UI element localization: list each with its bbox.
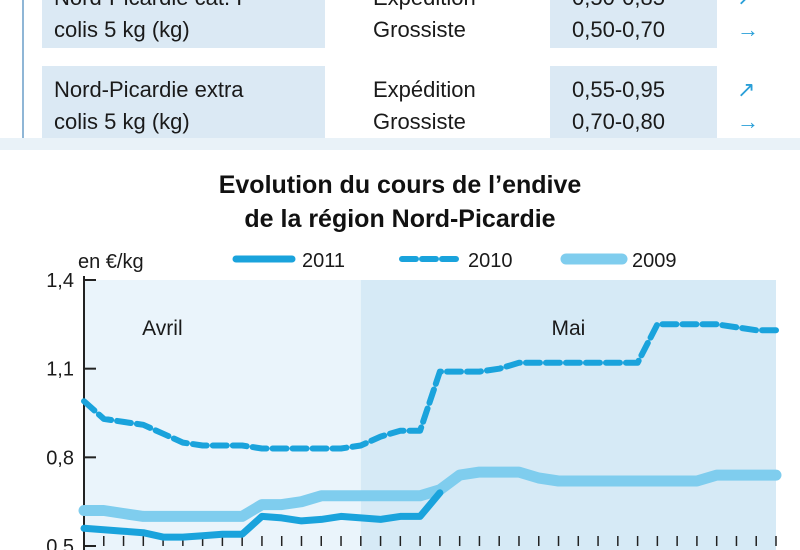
trend-cell: ↗ → <box>717 0 777 48</box>
series-line-2011 <box>80 489 444 541</box>
series-lines <box>78 321 782 541</box>
market-line: Expédition <box>373 0 550 14</box>
y-tick-label: 0,5 <box>46 536 74 550</box>
price-cell: 0,55-0,95 0,70-0,80 <box>550 66 717 138</box>
price-value: 0,50-0,85 <box>572 0 717 14</box>
period-band <box>84 280 361 550</box>
table-row: Nord-Picardie extra colis 5 kg (kg) Expé… <box>42 66 777 138</box>
product-line: Nord-Picardie cat. I <box>54 0 325 14</box>
series-line-2009 <box>78 466 782 522</box>
chart-title-line: Evolution du cours de l’endive <box>218 171 582 199</box>
period-label: Mai <box>551 317 585 340</box>
table-row: Nord-Picardie cat. I colis 5 kg (kg) Exp… <box>42 0 777 48</box>
market-line: Grossiste <box>373 17 466 42</box>
product-line: colis 5 kg (kg) <box>54 109 190 134</box>
price-value: 0,70-0,80 <box>572 109 665 134</box>
market-line: Expédition <box>373 77 476 102</box>
trend-flat-arrow-icon: → <box>737 17 759 42</box>
trend-flat-arrow-icon: → <box>737 109 759 134</box>
price-value: 0,55-0,95 <box>572 77 665 102</box>
trend-cell: ↗ → <box>717 66 777 138</box>
price-table: Nord-Picardie cat. I colis 5 kg (kg) Exp… <box>0 0 800 138</box>
y-tick-label: 0,8 <box>46 447 74 469</box>
legend: 2011 2010 2009 <box>232 250 677 272</box>
price-value: 0,50-0,70 <box>572 17 665 42</box>
product-cell: Nord-Picardie extra colis 5 kg (kg) <box>42 66 325 138</box>
legend-label: 2011 <box>302 250 345 272</box>
legend-label: 2010 <box>468 250 513 272</box>
y-axis-label: en €/kg <box>78 251 144 273</box>
period-label: Avril <box>142 317 182 340</box>
trend-up-arrow-icon: ↗ <box>737 77 756 102</box>
series-line-2010 <box>81 321 779 452</box>
trend-up-arrow-icon: ↗ <box>737 0 777 14</box>
legend-label: 2009 <box>632 250 677 272</box>
market-cell: Expédition Grossiste <box>325 66 550 138</box>
y-tick-label: 1,1 <box>46 359 74 381</box>
product-cell: Nord-Picardie cat. I colis 5 kg (kg) <box>42 0 325 48</box>
price-cell: 0,50-0,85 0,50-0,70 <box>550 0 717 48</box>
chart-title: Evolution du cours de l’endive de la rég… <box>0 168 800 236</box>
product-line: Nord-Picardie extra <box>54 77 244 102</box>
market-line: Grossiste <box>373 109 466 134</box>
y-tick-label: 1,4 <box>46 270 74 292</box>
product-line: colis 5 kg (kg) <box>54 17 190 42</box>
market-cell: Expédition Grossiste <box>325 0 550 48</box>
chart-title-line: de la région Nord-Picardie <box>244 205 556 233</box>
table-left-rule <box>22 0 24 138</box>
axes: 0,5 0,8 1,1 1,4en €/kg <box>46 251 777 550</box>
